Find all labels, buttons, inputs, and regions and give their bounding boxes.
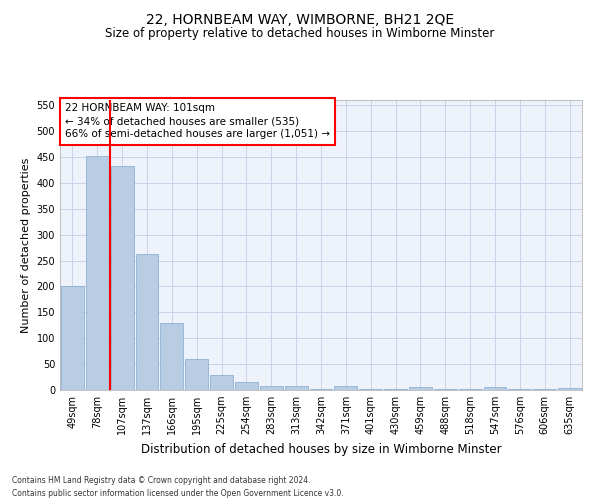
X-axis label: Distribution of detached houses by size in Wimborne Minster: Distribution of detached houses by size …	[140, 442, 502, 456]
Bar	[210, 375, 233, 390]
Text: Contains HM Land Registry data © Crown copyright and database right 2024.
Contai: Contains HM Land Registry data © Crown c…	[12, 476, 344, 498]
Bar	[86, 156, 109, 390]
Bar	[334, 386, 357, 390]
Bar	[61, 286, 84, 390]
Bar	[558, 388, 581, 390]
Bar	[409, 387, 432, 390]
Bar	[260, 386, 283, 390]
Bar	[160, 322, 183, 390]
Y-axis label: Number of detached properties: Number of detached properties	[21, 158, 31, 332]
Bar	[285, 386, 308, 390]
Bar	[185, 359, 208, 390]
Text: 22 HORNBEAM WAY: 101sqm
← 34% of detached houses are smaller (535)
66% of semi-d: 22 HORNBEAM WAY: 101sqm ← 34% of detache…	[65, 103, 330, 140]
Text: Size of property relative to detached houses in Wimborne Minster: Size of property relative to detached ho…	[106, 28, 494, 40]
Bar	[484, 388, 506, 390]
Bar	[235, 382, 258, 390]
Bar	[136, 254, 158, 390]
Text: 22, HORNBEAM WAY, WIMBORNE, BH21 2QE: 22, HORNBEAM WAY, WIMBORNE, BH21 2QE	[146, 12, 454, 26]
Bar	[111, 166, 134, 390]
